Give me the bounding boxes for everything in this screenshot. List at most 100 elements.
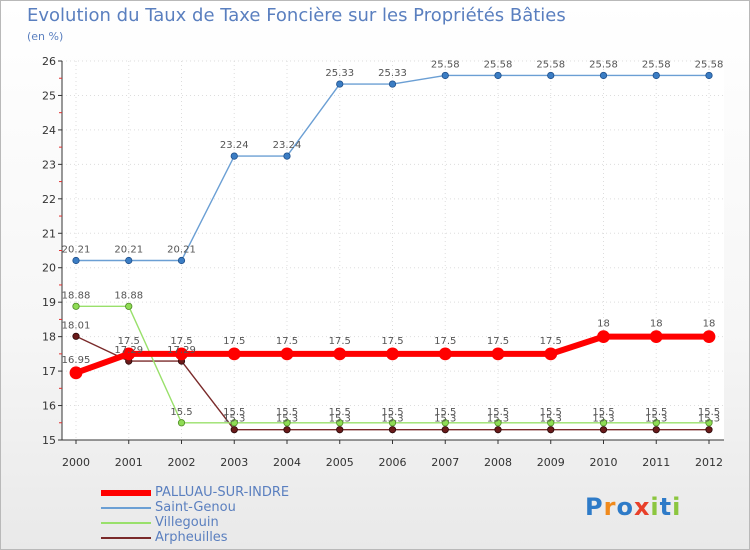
data-label: 16.95 — [62, 355, 91, 366]
x-tick-label: 2012 — [695, 456, 723, 469]
data-label: 15.3 — [381, 414, 403, 425]
chart-title: Evolution du Taux de Taxe Foncière sur l… — [27, 5, 566, 26]
data-point — [494, 426, 502, 434]
x-tick-label: 2008 — [484, 456, 512, 469]
data-point — [280, 347, 294, 361]
data-point — [175, 347, 188, 361]
y-tick-label: 15 — [42, 434, 56, 447]
x-tick-label: 2007 — [431, 456, 459, 469]
data-label: 15.3 — [223, 414, 245, 425]
x-tick-label: 2011 — [642, 456, 670, 469]
data-label: 17.5 — [118, 336, 140, 347]
y-tick-label: 22 — [42, 193, 56, 206]
data-point — [491, 347, 505, 361]
data-point — [652, 71, 660, 80]
data-label: 20.21 — [62, 244, 91, 255]
plot-area — [62, 61, 724, 440]
x-tick-label: 2002 — [168, 456, 196, 469]
data-point — [544, 347, 558, 361]
data-label: 15.5 — [645, 407, 667, 418]
data-point — [547, 426, 555, 434]
y-tick-label: 23 — [42, 158, 56, 171]
x-tick-label: 2006 — [379, 456, 407, 469]
data-label: 25.58 — [642, 59, 671, 70]
data-label: 25.58 — [484, 59, 513, 70]
data-point — [283, 426, 291, 434]
legend-item: PALLUAU-SUR-INDRE — [101, 485, 289, 500]
data-point — [125, 302, 133, 310]
data-label: 15.3 — [329, 414, 351, 425]
y-tick-label: 26 — [42, 55, 56, 68]
data-point — [438, 347, 452, 361]
data-label: 15.5 — [223, 407, 245, 418]
data-label: 17.5 — [487, 336, 509, 347]
x-tick-label: 2001 — [115, 456, 143, 469]
data-point — [177, 256, 186, 265]
x-tick-label: 2004 — [273, 456, 301, 469]
logo-letter: P — [585, 493, 604, 521]
data-point — [441, 419, 449, 427]
data-point — [705, 426, 713, 434]
data-label: 18 — [597, 319, 610, 330]
data-label: 17.5 — [329, 336, 351, 347]
data-label: 23.24 — [220, 140, 249, 151]
data-point — [388, 419, 397, 427]
data-label: 15.5 — [592, 407, 614, 418]
y-tick-label: 25 — [42, 89, 56, 102]
data-point — [69, 366, 83, 380]
data-point — [441, 426, 449, 434]
data-label: 15.5 — [487, 407, 509, 418]
legend-label: Villegouin — [155, 515, 219, 530]
data-label: 17.29 — [114, 345, 143, 356]
data-point — [494, 419, 502, 427]
data-label: 25.58 — [695, 59, 724, 70]
data-label: 20.21 — [167, 244, 196, 255]
data-point — [441, 71, 449, 80]
data-point — [283, 419, 291, 427]
data-label: 15.3 — [487, 414, 509, 425]
data-point — [599, 419, 608, 427]
data-label: 15.3 — [698, 414, 720, 425]
data-point — [702, 330, 716, 344]
data-label: 23.24 — [273, 140, 302, 151]
legend-swatch — [101, 506, 151, 509]
legend-label: PALLUAU-SUR-INDRE — [155, 485, 290, 500]
data-label: 17.29 — [167, 345, 196, 356]
data-label: 18 — [703, 319, 716, 330]
y-tick-label: 24 — [42, 124, 56, 137]
data-label: 17.5 — [434, 336, 456, 347]
data-point — [705, 419, 713, 427]
data-point — [333, 347, 347, 361]
data-label: 25.58 — [431, 59, 460, 70]
data-point — [336, 80, 344, 88]
x-tick-label: 2009 — [537, 456, 565, 469]
data-label: 18.88 — [114, 290, 143, 301]
data-label: 15.3 — [645, 414, 667, 425]
data-label: 15.3 — [592, 414, 614, 425]
data-point — [388, 80, 397, 88]
data-point — [72, 332, 80, 340]
data-point — [597, 330, 610, 344]
data-label: 25.58 — [589, 59, 618, 70]
data-label: 25.58 — [536, 59, 565, 70]
data-point — [599, 71, 608, 80]
data-label: 15.3 — [434, 414, 456, 425]
y-tick-label: 18 — [42, 331, 56, 344]
data-label: 20.21 — [114, 244, 143, 255]
data-point — [230, 426, 238, 434]
data-label: 17.5 — [276, 336, 298, 347]
data-point — [230, 152, 238, 160]
data-label: 25.33 — [378, 68, 407, 79]
data-label: 25.33 — [325, 68, 354, 79]
data-point — [386, 347, 399, 361]
data-point — [652, 426, 660, 434]
legend-swatch — [101, 536, 151, 539]
data-point — [547, 71, 555, 80]
data-point — [547, 419, 555, 427]
data-point — [336, 426, 344, 434]
y-tick-label: 17 — [42, 365, 56, 378]
data-point — [72, 256, 80, 265]
legend-item: Saint-Genou — [101, 500, 289, 515]
data-point — [283, 152, 291, 160]
